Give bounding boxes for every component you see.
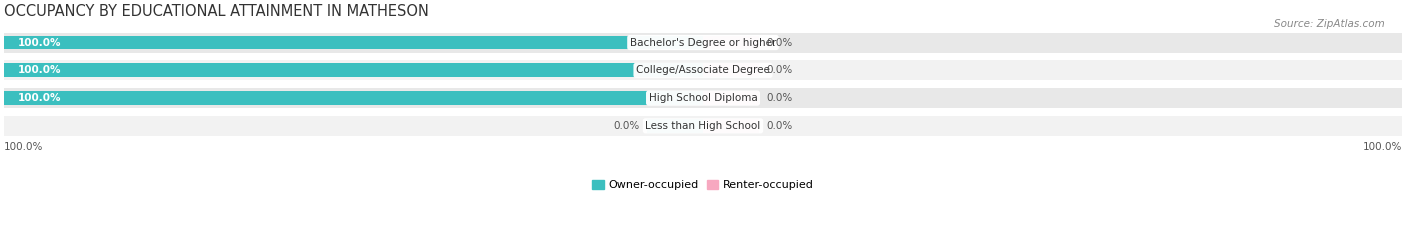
Bar (703, 63, 759, 77)
Bar (647, 119, 703, 133)
Text: 100.0%: 100.0% (18, 65, 62, 75)
Bar (4, 91, 703, 105)
Bar (4, 60, 1402, 80)
Bar (4, 36, 703, 49)
Text: Bachelor's Degree or higher: Bachelor's Degree or higher (630, 38, 776, 48)
Text: Source: ZipAtlas.com: Source: ZipAtlas.com (1274, 19, 1385, 29)
Text: High School Diploma: High School Diploma (648, 93, 758, 103)
Text: 100.0%: 100.0% (1362, 142, 1402, 152)
Text: 0.0%: 0.0% (766, 38, 792, 48)
Text: OCCUPANCY BY EDUCATIONAL ATTAINMENT IN MATHESON: OCCUPANCY BY EDUCATIONAL ATTAINMENT IN M… (4, 4, 429, 19)
Text: 100.0%: 100.0% (18, 93, 62, 103)
Text: Less than High School: Less than High School (645, 121, 761, 131)
Text: 100.0%: 100.0% (4, 142, 44, 152)
Text: 0.0%: 0.0% (766, 121, 792, 131)
Bar (703, 36, 759, 49)
Bar (703, 91, 759, 105)
Bar (4, 116, 1402, 136)
Bar (4, 63, 703, 77)
Text: 0.0%: 0.0% (614, 121, 640, 131)
Bar (4, 88, 1402, 108)
Bar (4, 33, 1402, 52)
Bar (703, 119, 759, 133)
Legend: Owner-occupied, Renter-occupied: Owner-occupied, Renter-occupied (588, 175, 818, 195)
Text: 0.0%: 0.0% (766, 93, 792, 103)
Text: 0.0%: 0.0% (766, 65, 792, 75)
Text: 100.0%: 100.0% (18, 38, 62, 48)
Text: College/Associate Degree: College/Associate Degree (636, 65, 770, 75)
